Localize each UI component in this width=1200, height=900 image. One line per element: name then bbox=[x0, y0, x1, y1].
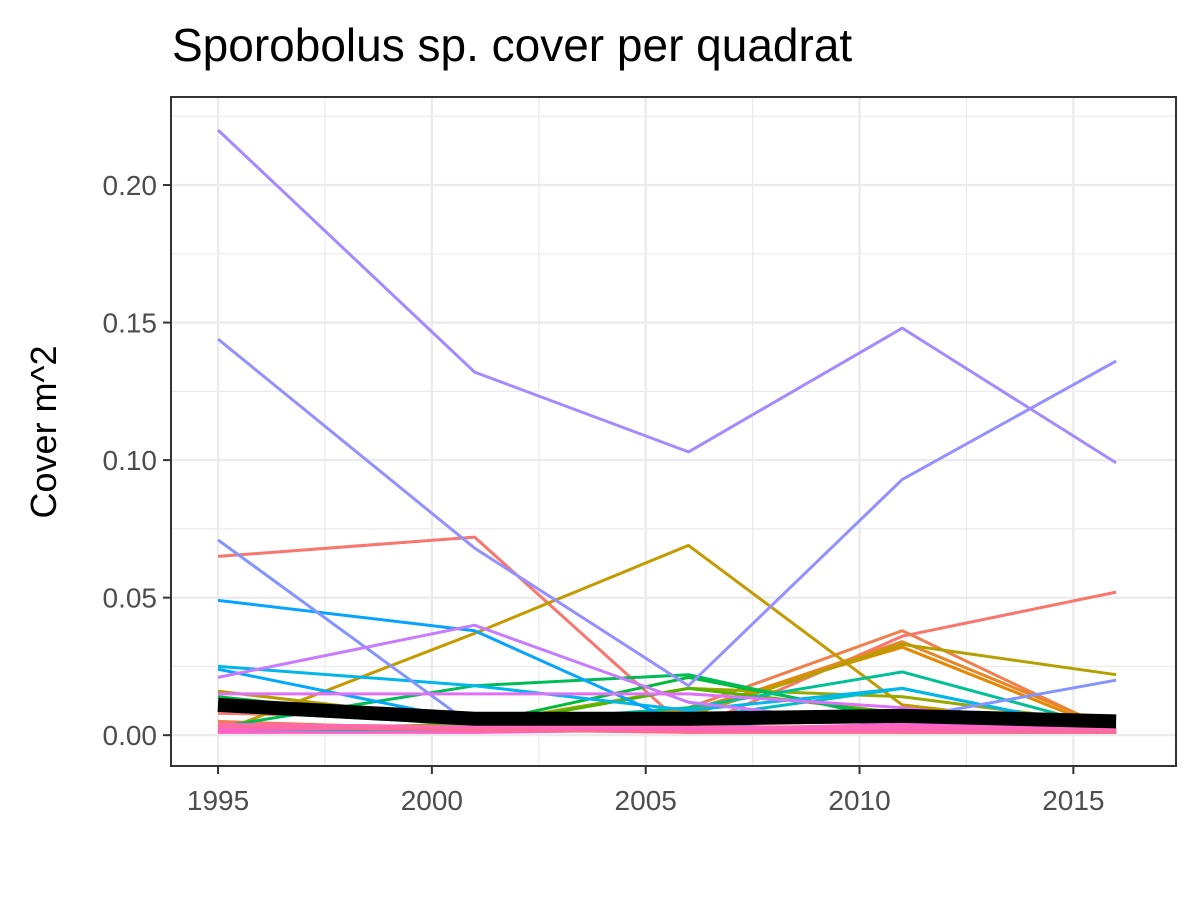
y-tick-label: 0.00 bbox=[103, 720, 158, 751]
series-line-25 bbox=[217, 722, 1117, 732]
y-axis-title: Cover m^2 bbox=[23, 346, 64, 519]
series-line-23 bbox=[218, 728, 1117, 734]
y-tick-label: 0.05 bbox=[103, 583, 158, 614]
x-axis: 1995 2000 2005 2010 2015 bbox=[187, 766, 1105, 816]
series-line-18 bbox=[217, 337, 1117, 688]
series-line-19 bbox=[216, 128, 1117, 465]
panel-border bbox=[170, 96, 1177, 767]
series-line-24 bbox=[217, 725, 1117, 734]
y-tick-label: 0.20 bbox=[103, 170, 158, 201]
x-tick-label: 2005 bbox=[615, 785, 677, 816]
plot-panel bbox=[171, 97, 1176, 766]
chart-title: Sporobolus sp. cover per quadrat bbox=[172, 19, 853, 71]
panel-background bbox=[171, 97, 1176, 766]
series-lines bbox=[216, 128, 1117, 734]
x-tick-label: 2000 bbox=[401, 785, 463, 816]
x-tick-label: 2010 bbox=[828, 785, 890, 816]
y-tick-label: 0.15 bbox=[103, 308, 158, 339]
gridlines bbox=[171, 97, 1176, 766]
y-tick-label: 0.10 bbox=[103, 445, 158, 476]
x-tick-label: 2015 bbox=[1042, 785, 1104, 816]
series-line-14 bbox=[217, 664, 1117, 734]
y-axis: 0.00 0.05 0.10 0.15 0.20 bbox=[103, 170, 171, 751]
plot-border bbox=[170, 96, 1177, 767]
series-line-mean bbox=[217, 697, 1117, 729]
x-tick-label: 1995 bbox=[187, 785, 249, 816]
